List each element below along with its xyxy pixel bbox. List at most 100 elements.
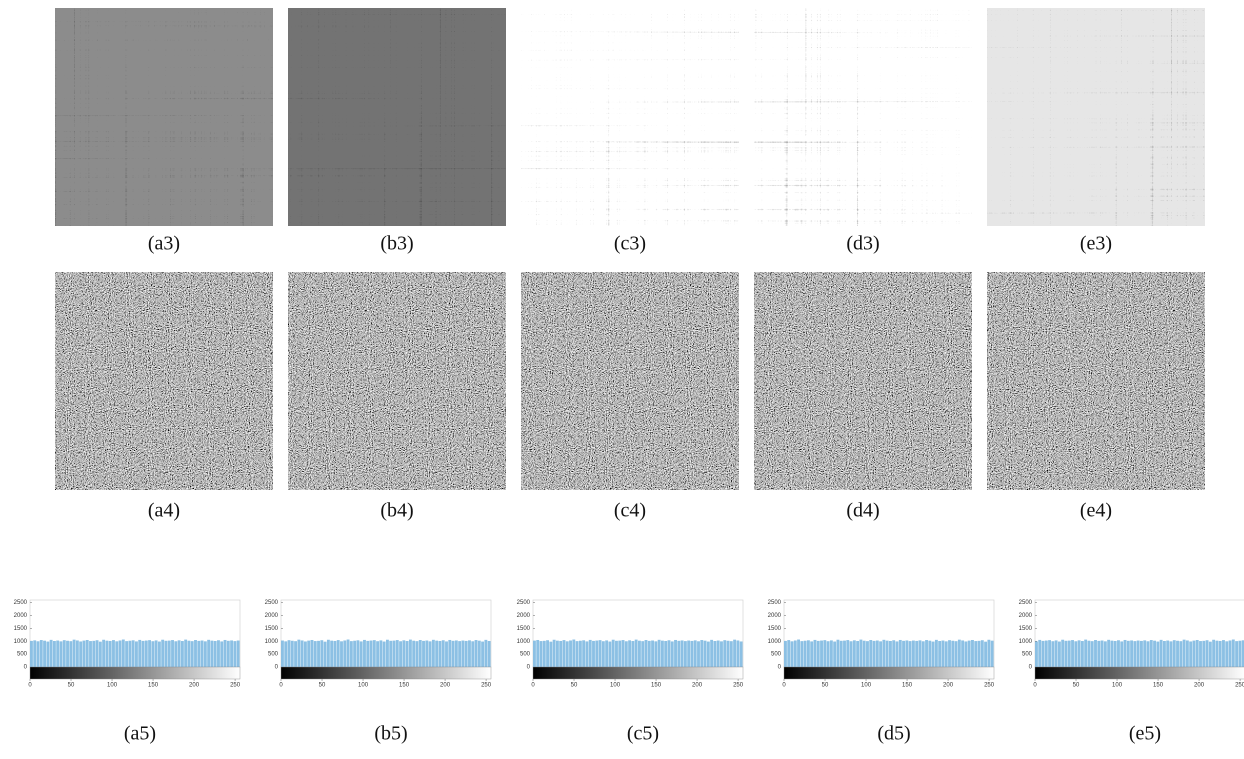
bar (843, 640, 846, 667)
bar (177, 640, 181, 667)
bar (1179, 641, 1183, 667)
bar (565, 641, 569, 667)
bar (112, 640, 115, 667)
bar (135, 641, 138, 667)
bar (1153, 640, 1157, 667)
bar (700, 640, 704, 667)
bar (66, 640, 69, 667)
bar (200, 640, 204, 667)
bar (207, 639, 211, 667)
y-tick-label: 0 (778, 665, 782, 671)
image-panel: (c3) (521, 8, 739, 255)
bar (171, 640, 174, 667)
bar (108, 640, 112, 667)
y-tick-label: 2000 (1019, 613, 1033, 619)
bar (33, 640, 37, 667)
x-tick-label: 200 (943, 683, 954, 689)
bar (1172, 640, 1176, 667)
bar (631, 641, 635, 667)
bar (800, 641, 804, 667)
bar (336, 640, 340, 667)
bar (1218, 640, 1222, 667)
y-tick-label: 1000 (14, 639, 28, 645)
bar (1156, 641, 1160, 667)
bar (392, 640, 396, 667)
bar (1182, 639, 1186, 667)
bar (1195, 639, 1199, 667)
image-panel: (b4) (288, 272, 506, 522)
bar (36, 641, 40, 667)
y-tick-label: 2000 (265, 613, 279, 619)
bar (1176, 640, 1179, 667)
x-tick-label: 250 (481, 683, 492, 689)
bar (226, 640, 230, 667)
x-tick-label: 0 (782, 683, 786, 689)
x-tick-label: 150 (148, 683, 159, 689)
bar (1113, 640, 1117, 667)
bar (585, 641, 589, 667)
bar (157, 641, 161, 667)
bar (588, 639, 592, 667)
bar (333, 640, 337, 667)
bar (1080, 641, 1084, 667)
y-tick-label: 2500 (1019, 600, 1033, 606)
bar (187, 640, 191, 667)
bar (290, 640, 294, 667)
bar (971, 639, 974, 667)
bar (1238, 640, 1242, 667)
y-tick-label: 0 (24, 665, 28, 671)
bar (1110, 640, 1114, 667)
bar (184, 639, 188, 667)
bar (790, 641, 794, 667)
x-tick-label: 150 (1153, 683, 1164, 689)
bar (363, 639, 366, 667)
bar (75, 640, 79, 667)
bar (739, 641, 743, 667)
bar (941, 640, 945, 667)
bar (879, 641, 883, 667)
bar (402, 640, 406, 667)
histogram: 0 500 1000 1500 2000 2500 0 50 100 150 200 250 (a5) (14, 599, 241, 745)
bar (115, 641, 119, 667)
bar (806, 640, 810, 667)
bar (644, 640, 648, 667)
bar (438, 640, 442, 667)
bar (1064, 640, 1068, 667)
y-tick-label: 2500 (14, 600, 28, 606)
y-tick-label: 1000 (768, 639, 782, 645)
bar (197, 640, 201, 667)
bar (562, 640, 566, 667)
bar (484, 639, 488, 667)
y-tick-label: 1500 (1019, 626, 1033, 632)
bar (307, 640, 311, 667)
bar (793, 640, 797, 667)
bar (317, 640, 320, 667)
bar (608, 641, 612, 667)
bar (667, 640, 671, 667)
bar (85, 639, 89, 667)
bar (174, 641, 178, 667)
bar (736, 640, 740, 667)
bar (987, 639, 991, 667)
bar (203, 641, 207, 667)
bar (161, 639, 165, 667)
bar (1038, 639, 1042, 667)
x-tick-label: 100 (107, 683, 118, 689)
bar (908, 641, 912, 667)
bar (697, 641, 700, 667)
bar (217, 640, 220, 667)
bar (448, 639, 452, 667)
bar (59, 641, 63, 667)
striped-image (521, 8, 739, 226)
bar (92, 640, 96, 667)
x-tick-label: 0 (531, 683, 535, 689)
bar (872, 640, 876, 667)
bar (690, 640, 694, 667)
bar (928, 640, 932, 667)
bar (1136, 640, 1140, 667)
bar (310, 639, 314, 667)
bar (43, 640, 47, 667)
bar (131, 640, 135, 667)
bar (918, 640, 922, 667)
bar (82, 640, 86, 667)
